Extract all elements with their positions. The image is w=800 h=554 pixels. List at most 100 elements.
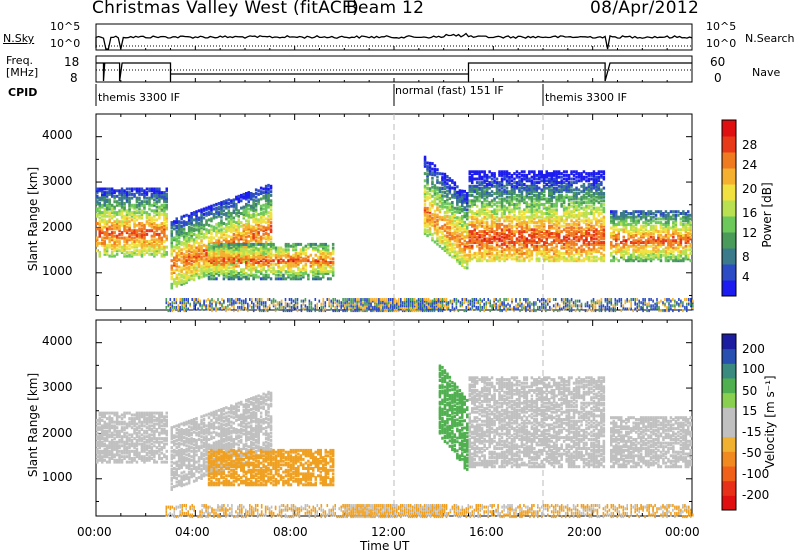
data-cell: [170, 242, 173, 246]
data-cell: [220, 242, 223, 246]
power-ytick-3000: 3000: [42, 174, 73, 188]
data-cell: [125, 231, 129, 235]
data-cell: [520, 246, 524, 250]
data-cell: [113, 238, 116, 242]
data-cell: [212, 268, 216, 272]
data-cell: [436, 180, 439, 184]
velocity-colorbar-swatch: [722, 436, 736, 452]
data-cell: [585, 201, 588, 205]
data-cell: [123, 192, 126, 196]
data-cell: [453, 215, 457, 219]
data-cell: [197, 247, 201, 251]
data-cell: [498, 233, 501, 237]
data-cell: [433, 224, 437, 228]
vel-cb-tick-100: 100: [742, 362, 765, 376]
data-cell: [580, 190, 583, 194]
data-cell: [451, 202, 454, 206]
data-cell: [101, 214, 104, 218]
data-cell: [205, 262, 208, 266]
data-cell: [103, 196, 106, 200]
velocity-colorbar-swatch: [722, 348, 736, 364]
data-cell: [170, 224, 173, 228]
data-cell: [480, 183, 484, 186]
data-cell: [565, 226, 568, 230]
data-cell: [254, 192, 258, 195]
data-cell: [493, 215, 496, 219]
data-cell: [307, 255, 310, 259]
data-cell: [225, 239, 228, 243]
data-cell: [245, 275, 248, 279]
data-cell: [259, 262, 263, 266]
data-cell: [277, 246, 280, 250]
data-cell: [480, 224, 484, 228]
data-cell: [326, 251, 330, 255]
data-cell: [138, 211, 141, 215]
data-cell: [143, 189, 146, 193]
data-cell: [446, 222, 449, 226]
data-cell: [155, 212, 159, 216]
data-cell: [230, 222, 233, 226]
data-cell: [227, 198, 231, 202]
data-cell: [508, 192, 511, 195]
data-cell: [232, 250, 236, 254]
data-cell: [272, 253, 275, 257]
data-cell: [299, 253, 303, 257]
data-cell: [165, 251, 168, 254]
data-cell: [304, 270, 308, 274]
data-cell: [508, 181, 511, 185]
data-cell: [158, 223, 161, 227]
data-cell: [483, 242, 486, 246]
data-cell: [125, 241, 129, 245]
data-cell: [483, 170, 486, 174]
data-cell: [103, 240, 106, 244]
data-cell: [242, 245, 245, 249]
data-cell: [257, 200, 260, 204]
data-cell: [466, 199, 469, 203]
data-cell: [182, 261, 186, 265]
data-cell: [488, 186, 491, 190]
data-cell: [98, 216, 101, 220]
data-cell: [597, 170, 601, 174]
data-cell: [267, 200, 270, 204]
data-cell: [473, 251, 476, 255]
data-cell: [240, 237, 243, 241]
data-cell: [245, 208, 248, 212]
data-cell: [103, 203, 106, 207]
data-cell: [247, 211, 250, 215]
data-cell: [98, 205, 101, 209]
power-cb-tick-4: 4: [742, 270, 750, 284]
data-cell: [557, 170, 561, 174]
data-cell: [555, 186, 558, 190]
data-cell: [225, 250, 228, 254]
data-cell: [220, 206, 223, 210]
data-cell: [250, 232, 253, 235]
data-cell: [498, 253, 501, 257]
data-cell: [498, 259, 501, 263]
data-cell: [453, 254, 457, 257]
data-cell: [235, 224, 238, 228]
data-cell: [518, 210, 521, 214]
data-cell: [140, 251, 144, 254]
data-cell: [441, 232, 444, 236]
data-cell: [595, 199, 598, 203]
data-cell: [98, 227, 101, 231]
freq-tick-top: 18: [64, 55, 80, 69]
data-cell: [187, 252, 191, 256]
data-cell: [108, 198, 111, 202]
data-cell: [545, 251, 548, 255]
data-cell: [471, 175, 474, 179]
data-cell: [262, 277, 265, 281]
data-cell: [590, 193, 593, 197]
data-cell: [125, 238, 129, 242]
data-cell: [237, 225, 240, 229]
data-cell: [247, 191, 250, 195]
vel-cb-tick-50: 50: [742, 384, 758, 398]
data-cell: [205, 246, 208, 250]
data-cell: [158, 192, 161, 196]
data-cell: [322, 268, 325, 272]
data-cell: [326, 248, 330, 252]
data-cell: [215, 215, 218, 219]
data-cell: [262, 244, 265, 248]
data-cell: [513, 241, 516, 244]
data-cell: [503, 210, 506, 214]
